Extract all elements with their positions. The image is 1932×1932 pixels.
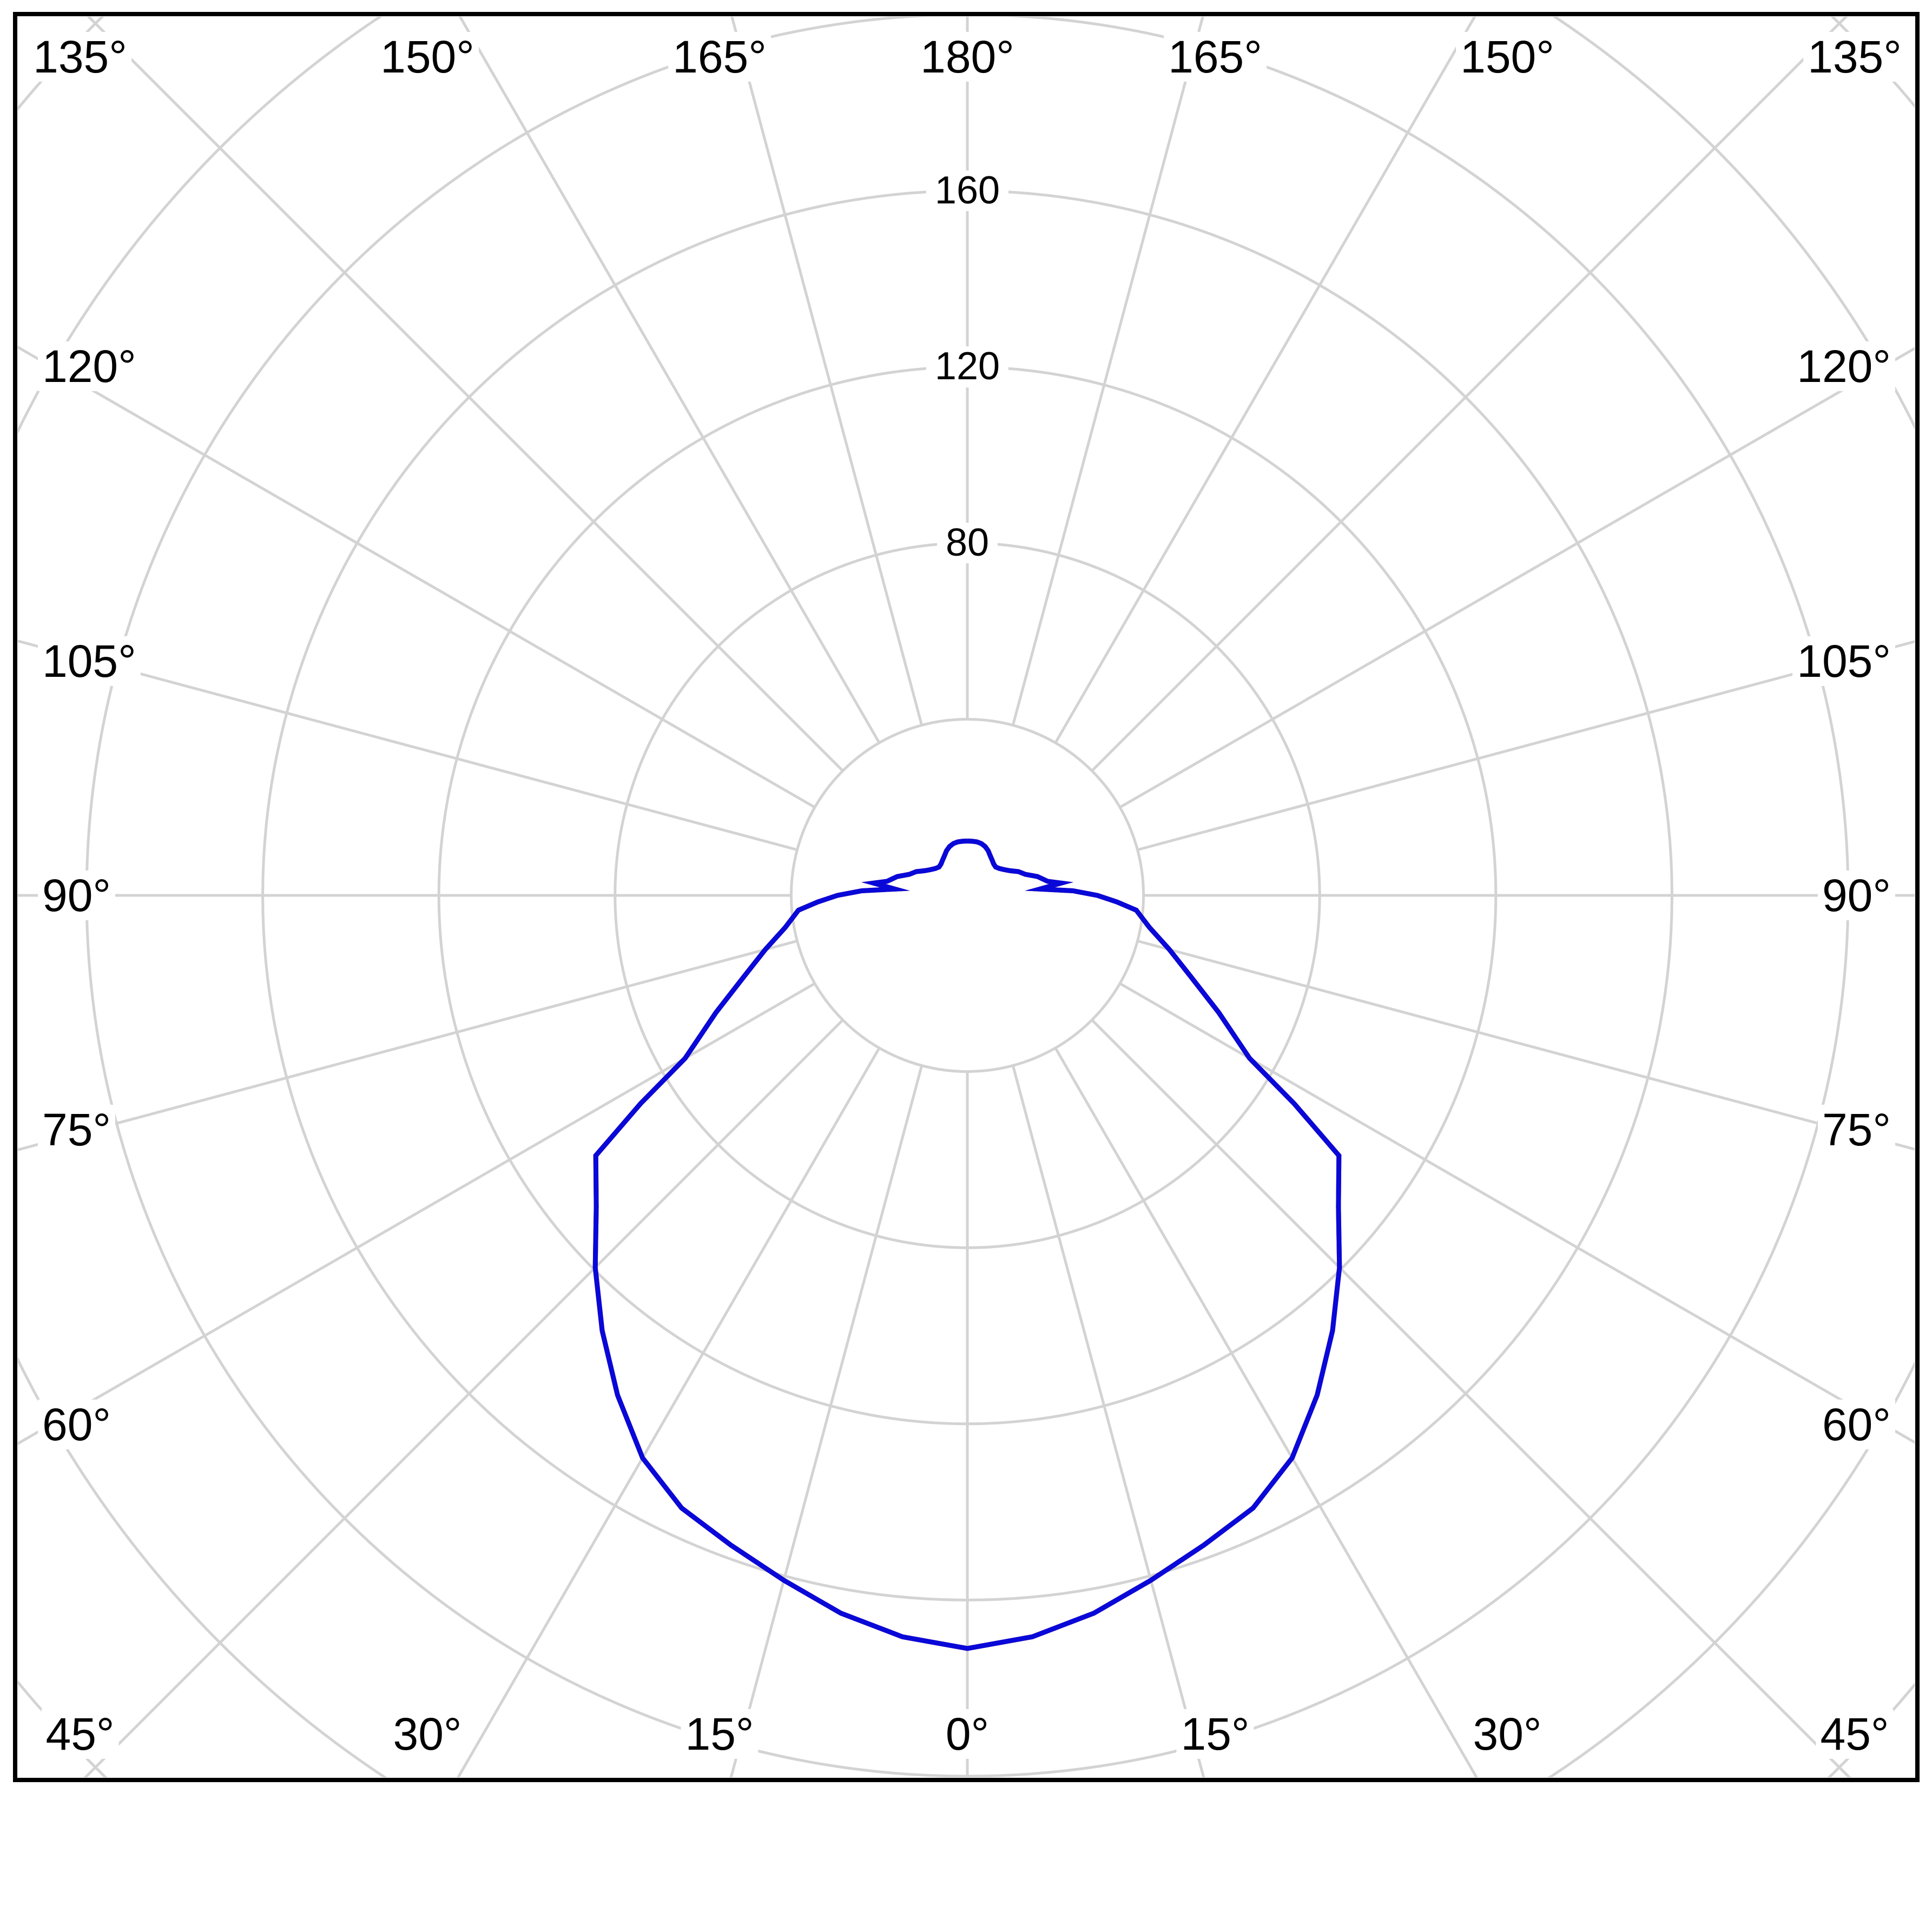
polar-grid-and-curves <box>13 12 1920 1782</box>
angle-label-left-4: 60° <box>38 1399 116 1450</box>
radial-value-label-120: 120 <box>926 346 1009 387</box>
angle-label-top-4: 165° <box>1164 31 1267 82</box>
angle-label-right-1: 105° <box>1792 636 1895 687</box>
angle-label-top-1: 150° <box>376 31 479 82</box>
angle-label-bottom-1: 30° <box>388 1709 466 1759</box>
angle-label-bottom-0: 45° <box>41 1709 119 1759</box>
angle-label-bottom-2: 15° <box>681 1709 759 1759</box>
polar-plot-area: 135° 150° 165° 180° 165° 150° 135° 45° 30° 15° 0° 1… <box>13 12 1920 1782</box>
angle-label-right-0: 120° <box>1792 341 1895 392</box>
legend-footer: cd/klm η = 66% C0 - C180 C90 - C270 <box>0 1782 1932 1932</box>
angle-label-bottom-3: 0° <box>941 1709 994 1759</box>
angle-label-top-0: 135° <box>29 31 131 82</box>
plot-border <box>13 12 1920 1782</box>
angle-label-right-4: 60° <box>1817 1399 1895 1450</box>
angle-label-top-6: 135° <box>1803 31 1906 82</box>
polar-grid <box>18 17 1915 1777</box>
radial-value-label-80: 80 <box>937 522 998 564</box>
angle-label-bottom-4: 15° <box>1176 1709 1254 1759</box>
angle-label-right-3: 75° <box>1817 1104 1895 1155</box>
angle-label-bottom-6: 45° <box>1816 1709 1894 1759</box>
angle-label-left-0: 120° <box>38 341 141 392</box>
angle-label-left-1: 105° <box>38 636 141 687</box>
angle-label-top-5: 150° <box>1456 31 1559 82</box>
angle-label-top-3: 180° <box>916 31 1019 82</box>
angle-label-bottom-5: 30° <box>1468 1709 1546 1759</box>
angle-label-left-2: 90° <box>38 870 116 921</box>
angle-label-top-2: 165° <box>668 31 771 82</box>
angle-label-left-3: 75° <box>38 1104 116 1155</box>
curve-c90-c270 <box>592 839 1342 1651</box>
angle-label-right-2: 90° <box>1817 870 1895 921</box>
radial-value-label-160: 160 <box>926 170 1009 212</box>
